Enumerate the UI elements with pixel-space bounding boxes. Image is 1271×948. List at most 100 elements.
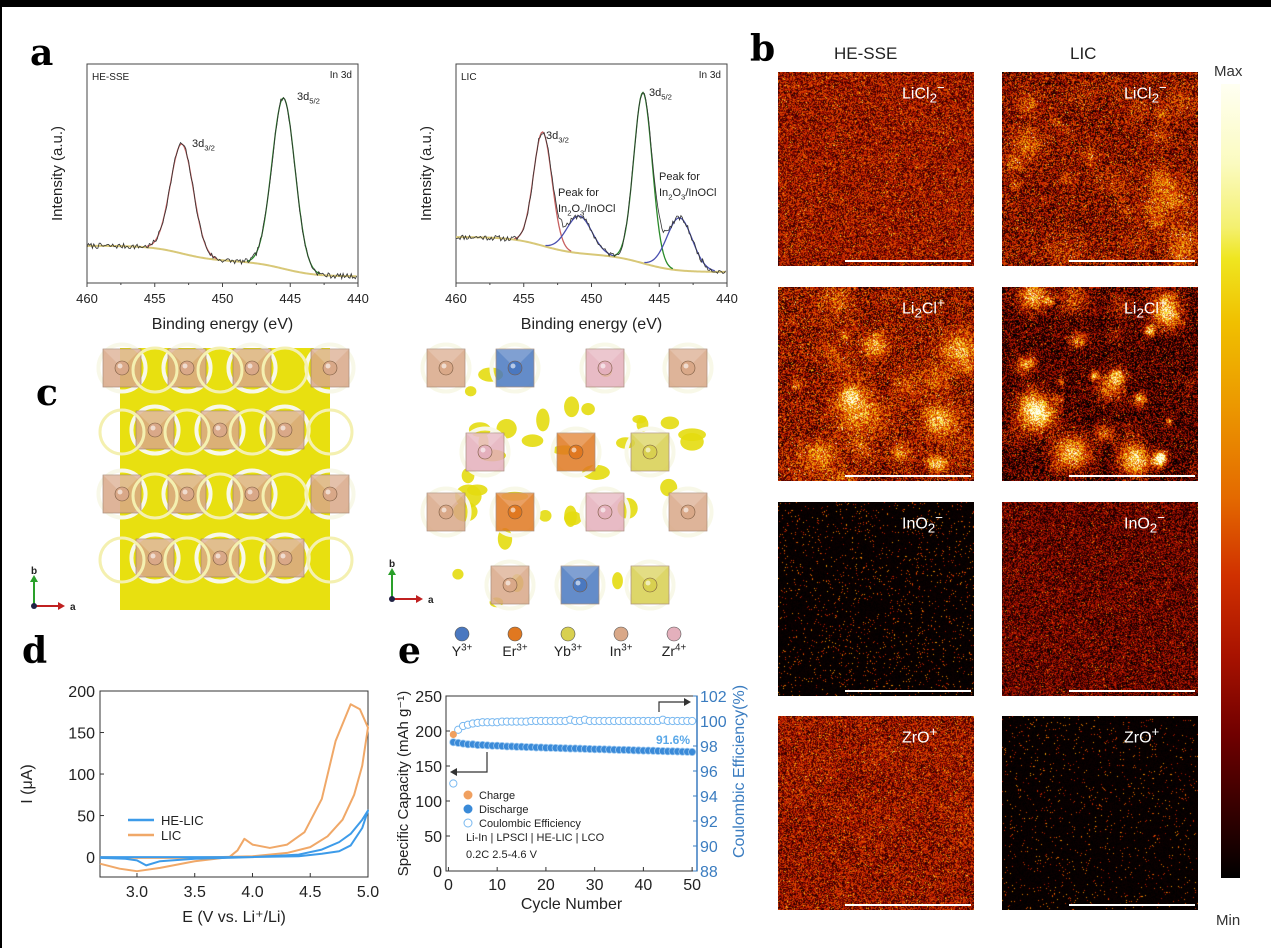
x-axis-label: Binding energy (eV) xyxy=(152,316,293,333)
ion-highlight xyxy=(182,363,188,369)
cage-ring xyxy=(161,468,213,520)
scale-bar xyxy=(845,904,971,906)
y-axis-label: Specific Capacity (mAh g⁻¹) xyxy=(395,691,412,876)
ion-In xyxy=(322,360,338,376)
y-axis-label: Intensity (a.u.) xyxy=(418,126,435,221)
tof-sims-map-lic-2 xyxy=(1002,502,1198,696)
charge-point xyxy=(449,730,457,739)
cage-ring xyxy=(261,472,309,520)
legend-label-Er: Er3+ xyxy=(502,642,527,659)
y2-tick-label: 100 xyxy=(700,714,727,731)
ion-legend: Y3+ Er3+ Yb3+ In3+ Zr4+ xyxy=(452,626,686,659)
octahedron-facet xyxy=(311,475,349,494)
y-axis-label: Intensity (a.u.) xyxy=(49,126,66,221)
ion-highlight xyxy=(683,363,689,369)
cage-ring xyxy=(579,486,631,538)
ion-highlight xyxy=(280,553,286,559)
legend-ion-Yb xyxy=(560,626,576,642)
tof-sims-map-he-sse-0 xyxy=(778,72,974,266)
b-arrowhead xyxy=(30,575,38,582)
colorbar-min-label: Min xyxy=(1216,912,1241,929)
x-tick-label: 20 xyxy=(537,877,555,894)
b-axis-label: b xyxy=(389,559,395,570)
fit-peak-3d3/2 xyxy=(146,143,218,260)
tof-sims-map-lic-1 xyxy=(1002,287,1198,481)
species-label: ZrO+ xyxy=(902,724,938,747)
y-tick-label: 100 xyxy=(68,767,95,784)
isosurface-blob xyxy=(564,396,580,418)
ion-highlight xyxy=(600,363,606,369)
species-label: ZrO+ xyxy=(1124,724,1160,747)
y-tick-label: 150 xyxy=(68,726,95,743)
octahedron-facet xyxy=(311,349,349,368)
a-axis-label: a xyxy=(70,602,76,613)
ion-highlight xyxy=(441,363,447,369)
ion-In xyxy=(244,486,260,502)
ion-highlight xyxy=(150,425,156,431)
cage-ring xyxy=(484,559,536,611)
legend-label-LIC: LIC xyxy=(161,828,181,843)
cage-ring xyxy=(550,426,602,478)
ion-Zr xyxy=(597,360,613,376)
ion-highlight xyxy=(325,363,331,369)
x-tick-label: 460 xyxy=(76,291,98,306)
cage-ring xyxy=(306,408,354,456)
panel-letter-d: d xyxy=(22,630,48,672)
octahedron-facet xyxy=(586,493,624,512)
cage-ring xyxy=(196,346,244,394)
octahedron-facet xyxy=(168,349,206,368)
octahedron-facet xyxy=(103,349,141,368)
isosurface-blob xyxy=(632,414,647,424)
panel-letter-e: e xyxy=(398,630,421,672)
ion-Zr xyxy=(597,504,613,520)
x-tick-label: 455 xyxy=(513,291,535,306)
scale-bar xyxy=(1069,260,1195,262)
octahedron-facet xyxy=(586,349,624,368)
y2-tick-label: 96 xyxy=(700,764,718,781)
isosurface-blob xyxy=(466,484,488,496)
cage-ring xyxy=(129,404,181,456)
column-header-lic: LIC xyxy=(1070,44,1097,63)
ion-In xyxy=(114,360,130,376)
chart-title: HE-SSE xyxy=(92,72,130,83)
ion-highlight xyxy=(510,363,516,369)
isosurface-blob xyxy=(521,434,544,447)
x-tick-label: 4.0 xyxy=(241,884,263,901)
peak-label-3d32: 3d3/2 xyxy=(546,130,569,144)
annotation-in-3d: In 3d xyxy=(699,70,721,81)
y-tick-label: 250 xyxy=(415,689,442,706)
legend-marker xyxy=(463,818,473,828)
y-tick-label: 0 xyxy=(86,850,95,867)
ion-Y xyxy=(572,577,588,593)
right-arrowhead xyxy=(684,698,691,706)
ion-Y xyxy=(507,360,523,376)
octahedron-facet xyxy=(136,411,174,430)
y2-tick-label: 94 xyxy=(700,789,718,806)
ion-In xyxy=(322,486,338,502)
x-tick-label: 10 xyxy=(488,877,506,894)
annotation-in-3d: In 3d xyxy=(330,70,352,81)
species-label: Li2Cl+ xyxy=(902,295,945,321)
octahedron-facet xyxy=(466,433,504,452)
cycling-chart: 0 10 20 30 40 50 0 50 100 150 200 250 88 90 92 94 96 98 10… xyxy=(395,685,748,913)
legend-label-Y: Y3+ xyxy=(452,642,473,659)
y-tick-label: 50 xyxy=(424,829,442,846)
species-label: LiCl2− xyxy=(1124,80,1167,106)
ion-In xyxy=(680,360,696,376)
isosurface-blob xyxy=(612,572,623,590)
legend-label: Discharge xyxy=(479,804,529,816)
cage-ring xyxy=(163,536,211,584)
colorbar-max-label: Max xyxy=(1214,63,1243,80)
octahedron-facet xyxy=(201,539,239,558)
octahedron-facet xyxy=(201,411,239,430)
ion-In xyxy=(502,577,518,593)
isosurface-blob xyxy=(678,428,706,441)
x-tick-label: 5.0 xyxy=(357,884,379,901)
species-label: LiCl2− xyxy=(902,80,945,106)
legend-marker xyxy=(463,804,473,814)
ion-In xyxy=(277,550,293,566)
ion-highlight xyxy=(247,489,253,495)
legend-label: Coulombic Efficiency xyxy=(479,818,581,830)
isosurface-blob xyxy=(464,386,477,397)
series-HE-LIC xyxy=(99,809,369,867)
